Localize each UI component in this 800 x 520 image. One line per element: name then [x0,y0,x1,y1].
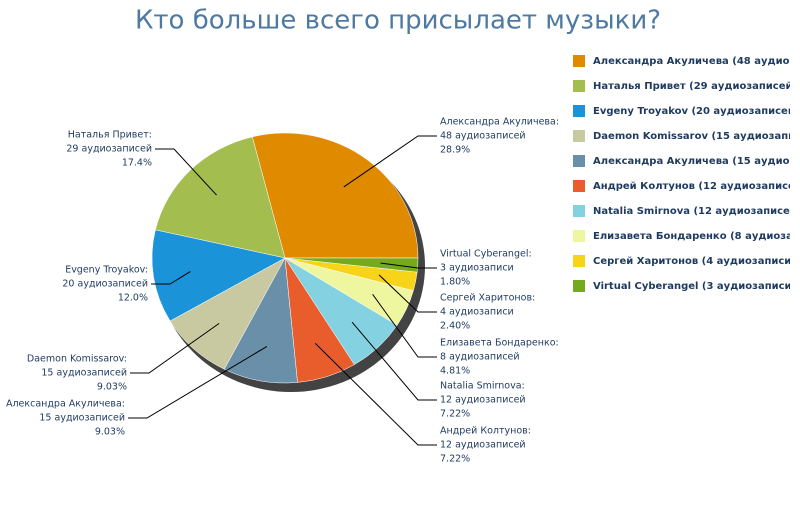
legend-swatch [573,155,585,167]
legend-swatch [573,55,585,67]
slice-label-percent: 2.40% [440,321,470,332]
slice-label-name: Наталья Привет: [68,130,152,141]
legend-swatch [573,130,585,142]
legend-swatch [573,80,585,92]
legend-swatch [573,180,585,192]
legend-swatch [573,205,585,217]
legend-label: Андрей Колтунов (12 аудиозаписей) [593,181,800,192]
pie [151,132,419,384]
slice-label-name: Natalia Smirnova: [440,381,525,392]
leader-line [343,135,437,188]
slice-label-name: Daemon Komissarov: [27,354,127,365]
slice-label-percent: 17.4% [122,158,152,169]
pie-slice [155,136,286,259]
leader-line [155,148,217,196]
legend-swatch [573,255,585,267]
legend-label: Александра Акуличева (48 аудиозаписей) [593,56,800,67]
slice-label-count: 3 аудиозаписи [440,263,514,274]
legend-swatch [573,105,585,117]
slice-label-count: 20 аудиозаписей [62,279,148,290]
labels: Александра Акуличева: 48 аудиозаписей 28.9… [6,117,559,465]
leader-line [314,343,437,446]
leader-line [151,271,191,285]
legend-label: Daemon Komissarov (15 аудиозаписей) [593,131,800,142]
slice-label-name: Evgeny Troyakov: [65,265,148,276]
slice-label-count: 12 аудиозаписей [440,395,526,406]
slice-label-percent: 28.9% [440,145,470,156]
legend-label: Natalia Smirnova (12 аудиозаписей) [593,206,800,217]
slice-label-count: 4 аудиозаписи [440,307,514,318]
pie-slice [251,132,419,259]
leader-line [130,322,220,374]
pie-slice [284,257,419,273]
slice-label-count: 8 аудиозаписей [440,352,520,363]
slice-label-count: 15 аудиозаписей [41,368,127,379]
slice-label-name: Андрей Колтунов: [440,426,531,437]
slice-label-count: 12 аудиозаписей [440,440,526,451]
legend-label: Evgeny Troyakov (20 аудиозаписей) [593,106,799,117]
slice-label-name: Елизавета Бондаренко: [440,338,559,349]
slice-label-count: 48 аудиозаписей [440,131,526,142]
legend-label: Елизавета Бондаренко (8 аудиозаписей) [593,231,800,242]
legend-label: Сергей Харитонов (4 аудиозаписи) [593,256,796,267]
slice-label-percent: 7.22% [440,409,470,420]
leader-line [380,262,437,269]
pie-slice [151,229,286,322]
slice-label-count: 29 аудиозаписей [66,144,152,155]
legend-swatch [573,230,585,242]
slice-label-name: Сергей Харитонов: [440,293,535,304]
slice-label-name: Александра Акуличева: [6,399,125,410]
slice-label-percent: 9.03% [95,427,125,438]
slice-label-percent: 9.03% [97,382,127,393]
slice-label-percent: 4.81% [440,366,470,377]
slice-label-count: 15 аудиозаписей [39,413,125,424]
leader-line [351,321,437,401]
slice-label-percent: 12.0% [118,293,148,304]
legend: Александра Акуличева (48 аудиозаписей) На… [573,55,800,292]
chart-title: Кто больше всего присылает музыки? [135,6,661,36]
slice-label-name: Virtual Cyberangel: [440,249,532,260]
leader-line [372,294,437,358]
slice-label-percent: 1.80% [440,277,470,288]
legend-swatch [573,280,585,292]
leader-line [128,345,268,419]
leader-line [378,274,437,313]
legend-label: Александра Акуличева (15 аудиозаписей) [593,156,800,167]
legend-label: Наталья Привет (29 аудиозаписей) [593,81,797,92]
slice-label-percent: 7.22% [440,454,470,465]
legend-label: Virtual Cyberangel (3 аудиозаписи) [593,281,796,292]
slice-label-name: Александра Акуличева: [440,117,559,128]
